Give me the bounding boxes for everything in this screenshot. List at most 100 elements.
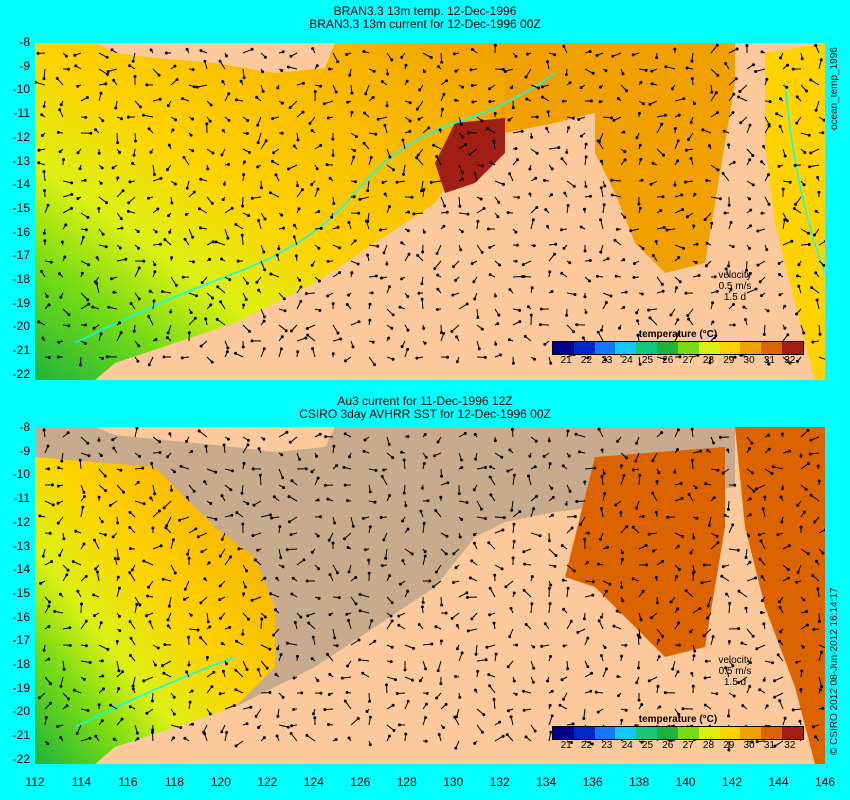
- colorbar-swatch: [677, 727, 699, 739]
- colorbar-label: 26: [662, 355, 674, 366]
- colorbar-label: 32: [784, 355, 796, 366]
- x-tick-label: 142: [722, 775, 743, 789]
- colorbar-swatch: [636, 342, 658, 354]
- y-tick-label: -11: [13, 491, 30, 506]
- colorbar-label: 29: [723, 740, 735, 751]
- y-tick-label: -14: [12, 562, 30, 577]
- colorbar-swatch: [740, 342, 762, 354]
- x-tick-label: 130: [443, 775, 464, 789]
- y-tick-label: -17: [12, 248, 30, 263]
- y-tick-label: -16: [12, 609, 30, 624]
- bottom-velocity-label: velocity: [718, 655, 752, 666]
- bottom-colorbar-labels: 21 22 23 24 25 26 27 28 29 30 31 32: [552, 740, 804, 752]
- x-tick-label: 116: [118, 775, 138, 789]
- colorbar-label: 21: [560, 740, 572, 751]
- colorbar-swatch: [553, 342, 574, 354]
- bottom-colorbar-title: temperature (°C): [638, 714, 718, 725]
- y-tick-label: -8: [19, 35, 30, 49]
- y-tick-label: -21: [12, 343, 30, 358]
- bottom-velocity-time: 1.5 d: [723, 677, 747, 688]
- y-tick-label: -8: [19, 420, 30, 434]
- top-map-panel: [35, 43, 825, 380]
- top-side-label: ocean_temp_1996: [829, 47, 840, 130]
- colorbar-label: 22: [580, 355, 593, 366]
- colorbar-label: 31: [763, 740, 775, 751]
- y-tick-label: -18: [12, 272, 30, 286]
- y-tick-label: -15: [12, 585, 30, 600]
- top-velocity-scale: 0.5 m/s: [718, 281, 752, 292]
- colorbar-label: 23: [601, 740, 613, 751]
- y-tick-label: -13: [12, 153, 30, 168]
- y-tick-label: -19: [12, 680, 30, 695]
- colorbar-label: 24: [621, 355, 633, 366]
- y-tick-label: -22: [12, 366, 30, 381]
- bottom-colorbar: temperature (°C) 21 22 23 24 25 26 27 28 29 30 31 3…: [552, 714, 804, 752]
- colorbar-swatch: [761, 342, 783, 354]
- y-tick-label: -13: [12, 538, 30, 553]
- y-tick-label: -15: [12, 200, 30, 215]
- y-tick-label: -14: [12, 177, 30, 192]
- y-tick-label: -22: [12, 751, 30, 766]
- colorbar-swatch: [594, 342, 616, 354]
- colorbar-label: 27: [682, 355, 694, 366]
- x-tick-label: 136: [582, 775, 603, 789]
- top-title-line2: BRAN3.3 13m current for 12-Dec-1996 00Z: [309, 17, 541, 31]
- colorbar-swatch: [573, 342, 595, 354]
- y-tick-label: -18: [12, 657, 30, 671]
- colorbar-swatch: [573, 727, 595, 739]
- bottom-map-panel: [35, 427, 825, 764]
- x-tick-label: 144: [768, 775, 789, 789]
- bottom-side-label: © CSIRO 2012 08-Jun-2012 16:14:17: [829, 587, 840, 755]
- colorbar-label: 24: [621, 740, 633, 751]
- y-tick-label: -20: [12, 704, 30, 719]
- colorbar-label: 25: [641, 740, 654, 751]
- colorbar-swatch: [615, 727, 637, 739]
- colorbar-swatch: [615, 342, 637, 354]
- bottom-title-line1: Au3 current for 11-Dec-1996 12Z: [337, 394, 513, 408]
- colorbar-label: 21: [560, 355, 572, 366]
- y-tick-label: -16: [12, 224, 30, 239]
- colorbar-swatch: [719, 342, 741, 354]
- colorbar-label: 32: [784, 740, 796, 751]
- colorbar-swatch: [553, 727, 574, 739]
- bottom-title-line2: CSIRO 3day AVHRR SST for 12-Dec-1996 00Z: [299, 407, 551, 421]
- bottom-velocity-key: velocity 0.5 m/s 1.5 d: [700, 655, 770, 688]
- colorbar-label: 31: [763, 355, 775, 366]
- top-title-line1: BRAN3.3 13m temp. 12-Dec-1996: [333, 4, 517, 18]
- x-tick-label: 146: [814, 775, 836, 789]
- y-tick-label: -10: [12, 467, 30, 482]
- colorbar-swatch: [657, 342, 678, 354]
- y-tick-label: -17: [12, 633, 30, 648]
- x-tick-label: 118: [164, 775, 184, 789]
- colorbar-label: 28: [702, 355, 715, 366]
- top-velocity-time: 1.5 d: [723, 292, 747, 303]
- top-current-vectors: [35, 43, 825, 367]
- colorbar-swatch: [719, 727, 741, 739]
- x-tick-label: 120: [210, 775, 231, 789]
- colorbar-label: 27: [682, 740, 694, 751]
- colorbar-swatch: [740, 727, 762, 739]
- top-colorbar: temperature (°C) 21 22 23 24 25 26 27 28 29 30 31 3…: [552, 329, 804, 367]
- colorbar-swatch: [636, 727, 658, 739]
- y-tick-label: -20: [12, 319, 30, 334]
- top-velocity-key: velocity 0.5 m/s 1.5 d: [700, 270, 770, 303]
- y-tick-label: -21: [12, 728, 30, 743]
- colorbar-label: 30: [743, 740, 755, 751]
- x-tick-label: 140: [675, 775, 696, 789]
- colorbar-swatch: [657, 727, 678, 739]
- y-tick-label: -9: [19, 443, 30, 458]
- x-tick-label: 134: [536, 775, 557, 789]
- colorbar-swatch: [761, 727, 783, 739]
- top-colorbar-swatches: [552, 341, 804, 355]
- bottom-velocity-scale: 0.5 m/s: [718, 666, 752, 677]
- x-tick-label: 122: [257, 775, 278, 789]
- top-temperature-field: [35, 43, 825, 380]
- colorbar-label: 22: [580, 740, 593, 751]
- x-tick-label: 114: [71, 775, 92, 789]
- bottom-colorbar-swatches: [552, 726, 804, 740]
- colorbar-label: 25: [641, 355, 654, 366]
- colorbar-label: 29: [723, 355, 735, 366]
- y-tick-label: -10: [12, 82, 30, 97]
- colorbar-swatch: [698, 342, 720, 354]
- colorbar-swatch: [782, 727, 803, 739]
